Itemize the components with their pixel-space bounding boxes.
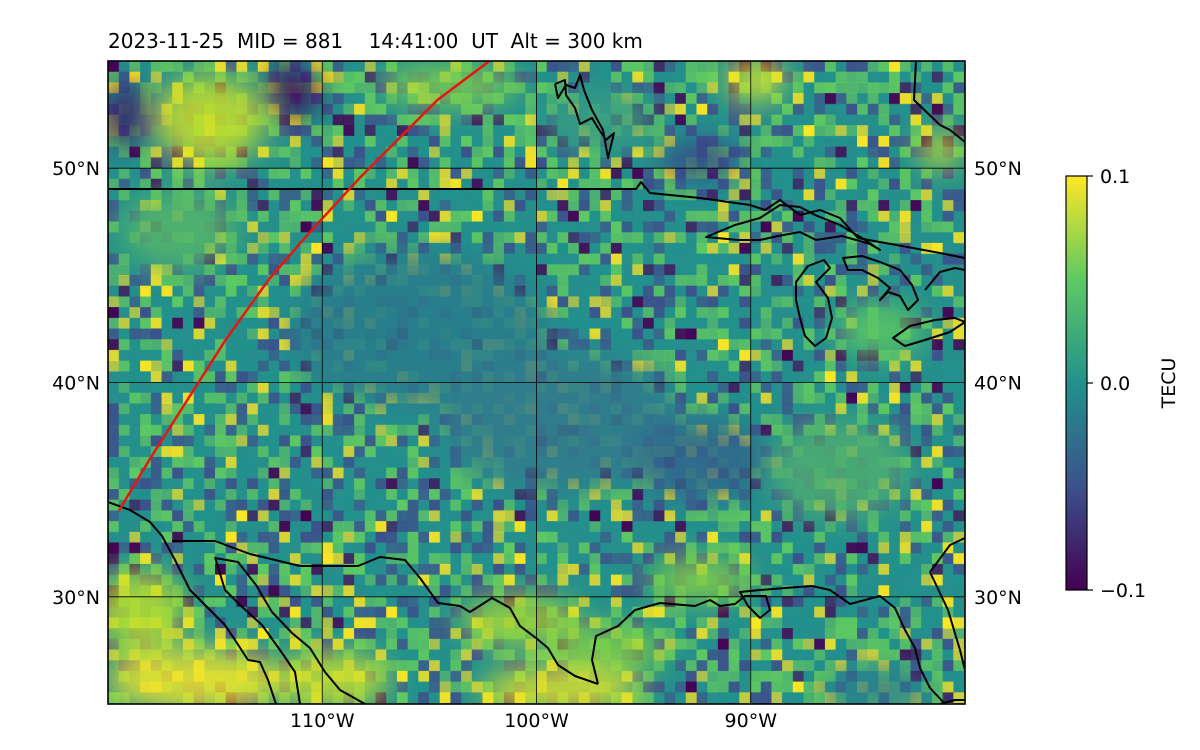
tec-field <box>108 61 965 704</box>
hudson-bay-coast <box>554 74 615 159</box>
lon-tick-label: 110°W <box>290 710 355 732</box>
colorbar-gradient <box>1065 175 1088 591</box>
lat-tick-label-left: 50°N <box>52 158 100 180</box>
hudson-bay-coast-2 <box>913 61 965 143</box>
colorbar-label: TECU <box>1158 358 1180 410</box>
tec-structures <box>108 61 960 704</box>
lake-erie <box>892 317 965 347</box>
us-mexico-border <box>172 540 599 685</box>
lon-tick-label: 90°W <box>725 710 778 732</box>
lake-huron <box>842 255 919 311</box>
baja-coast <box>214 556 301 704</box>
atlantic-coast <box>929 571 965 671</box>
axis-tick-labels: 50°N 50°N 40°N 40°N 30°N 30°N 110°W 100°W 90°W <box>52 158 1022 732</box>
cuba-coast <box>939 699 965 704</box>
gulf-california-coast <box>214 557 366 704</box>
colorbar: 0.1 0.0 −0.1 TECU <box>1065 166 1180 602</box>
map-frame <box>107 60 966 705</box>
florida-coast <box>929 537 965 573</box>
lat-tick-label-right: 30°N <box>974 587 1022 609</box>
lat-tick-label-left: 30°N <box>52 587 100 609</box>
lat-tick-label-left: 40°N <box>52 373 100 395</box>
gulf-coast <box>591 585 946 704</box>
lat-tick-label-right: 40°N <box>974 373 1022 395</box>
satellite-track <box>117 59 491 512</box>
lake-superior <box>705 204 881 251</box>
coastlines <box>108 61 965 704</box>
plot-title: 2023-11-25 MID = 881 14:41:00 UT Alt = 3… <box>108 29 643 53</box>
graticule <box>108 61 965 704</box>
lake-ontario <box>924 267 965 291</box>
tec-cells <box>108 61 965 704</box>
colorbar-tick-label-max: 0.1 <box>1100 166 1130 188</box>
lat-tick-label-right: 50°N <box>974 158 1022 180</box>
colorbar-tick-label-min: −0.1 <box>1100 580 1146 602</box>
california-coast <box>108 501 277 704</box>
colorbar-tick-label-zero: 0.0 <box>1100 373 1130 395</box>
lake-michigan <box>795 259 833 347</box>
lon-tick-label: 100°W <box>504 710 569 732</box>
